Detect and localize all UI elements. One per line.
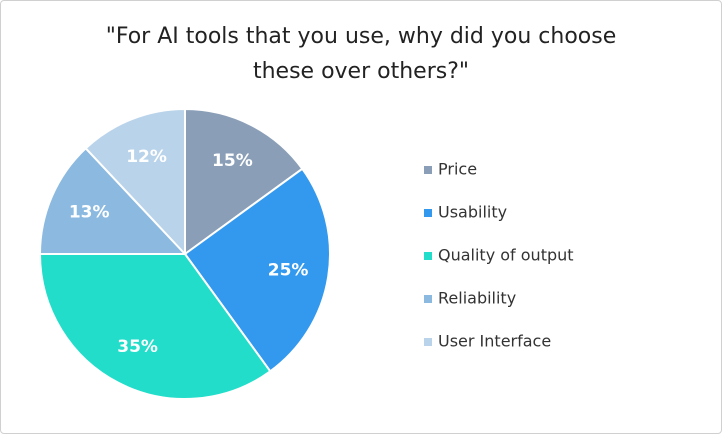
legend-label: Quality of output [438, 246, 574, 265]
legend-label: Price [438, 160, 477, 179]
legend-label: Reliability [438, 289, 516, 308]
legend-label: User Interface [438, 332, 551, 351]
pie-slice [38, 146, 188, 255]
chart-title: "For AI tools that you use, why did you … [105, 24, 617, 84]
data-label: 35% [117, 337, 158, 357]
data-label: 15% [212, 151, 253, 171]
legend-label: Usability [438, 203, 507, 222]
pie-slice [84, 107, 186, 257]
legend-swatch [424, 166, 432, 174]
pie-slice [38, 253, 272, 400]
legend-swatch [424, 209, 432, 217]
data-label: 13% [69, 203, 110, 223]
legend-swatch [424, 252, 432, 260]
data-label: 12% [126, 147, 167, 167]
pie-slice [183, 167, 331, 373]
chart-title-box: "For AI tools that you use, why did you … [1, 19, 721, 89]
pie-slice [184, 107, 304, 256]
legend-swatch [424, 295, 432, 303]
legend-swatch [424, 338, 432, 346]
data-label: 25% [268, 260, 309, 280]
